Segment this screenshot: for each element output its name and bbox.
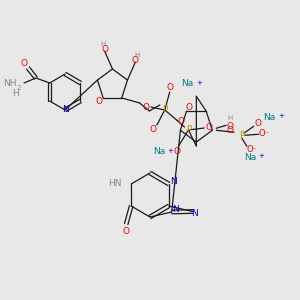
Text: H: H [100,41,105,47]
Text: +: + [259,153,265,159]
Text: O: O [132,56,139,64]
Text: O: O [123,226,130,236]
Text: Na: Na [181,80,194,88]
Text: +: + [168,148,174,154]
Text: O: O [173,146,180,155]
Text: Na: Na [263,113,276,122]
Text: P: P [162,106,167,115]
Text: N: N [172,205,179,214]
Text: H: H [135,52,140,58]
Text: N: N [191,209,198,218]
Text: O: O [177,118,184,127]
Text: NH: NH [3,80,16,88]
Text: O: O [226,126,234,135]
Text: N: N [170,178,177,187]
Text: O: O [206,124,213,133]
Text: +: + [278,113,284,119]
Text: O: O [186,103,193,112]
Text: O: O [20,58,28,68]
Text: P: P [186,125,191,134]
Text: N: N [62,106,68,115]
Text: O⁻: O⁻ [246,145,257,154]
Text: Na: Na [244,153,256,162]
Text: H: H [227,115,233,121]
Text: H: H [12,88,19,98]
Text: HN: HN [108,179,121,188]
Text: O: O [101,44,108,53]
Text: 2: 2 [17,85,21,91]
Text: Na: Na [153,148,165,157]
Text: O: O [149,125,156,134]
Text: O: O [226,122,234,131]
Text: P: P [239,131,244,140]
Text: O: O [142,103,149,112]
Text: O: O [96,98,103,106]
Text: O⁻: O⁻ [258,129,269,138]
Text: +: + [196,80,202,86]
Text: O: O [254,119,261,128]
Text: O: O [166,82,173,91]
